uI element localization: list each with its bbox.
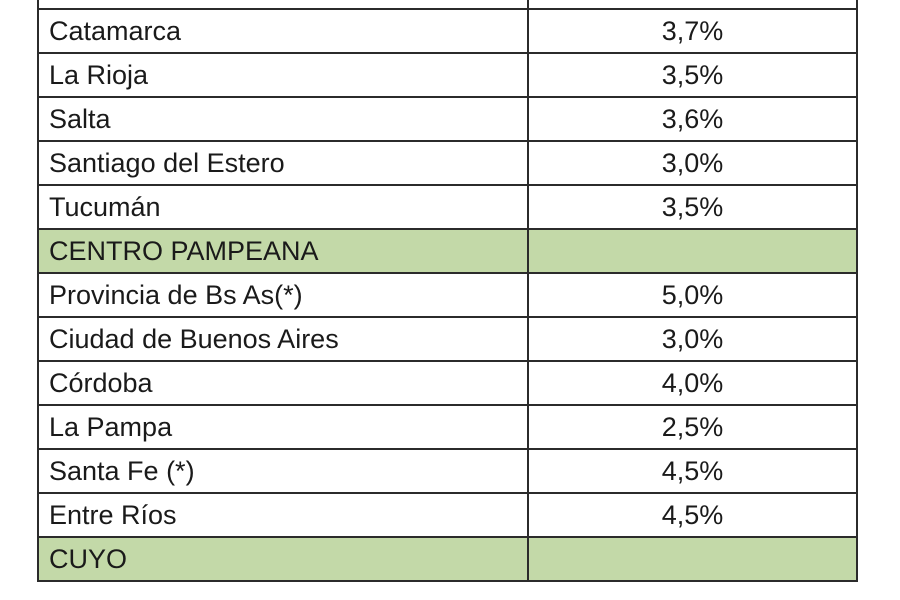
table-row: Entre Ríos 4,5% (37, 492, 858, 538)
rate-cell: 3,0% (527, 140, 858, 186)
table-row: La Rioja 3,5% (37, 52, 858, 98)
province-name-cell: Salta (37, 96, 529, 142)
rate-cell: 5,0% (527, 272, 858, 318)
table-row: Córdoba 4,0% (37, 360, 858, 406)
province-name-cell: Tucumán (37, 184, 529, 230)
province-name-cell: Santa Fe (*) (37, 448, 529, 494)
province-name-cell: Entre Ríos (37, 492, 529, 538)
province-name-cell: La Rioja (37, 52, 529, 98)
table-row: Tucumán 3,5% (37, 184, 858, 230)
rates-table: Catamarca 3,7% La Rioja 3,5% Salta 3,6% … (37, 0, 858, 582)
table-row: La Pampa 2,5% (37, 404, 858, 450)
rate-cell: 2,5% (527, 404, 858, 450)
region-header-row: CENTRO PAMPEANA (37, 228, 858, 274)
rate-cell: 4,5% (527, 448, 858, 494)
row-name-cell (37, 0, 529, 10)
rate-cell: 4,0% (527, 360, 858, 406)
province-name-cell: Ciudad de Buenos Aires (37, 316, 529, 362)
region-header-row: CUYO (37, 536, 858, 582)
table-row: Salta 3,6% (37, 96, 858, 142)
region-name-cell: CENTRO PAMPEANA (37, 228, 529, 274)
table-row: Catamarca 3,7% (37, 8, 858, 54)
rate-cell: 3,5% (527, 184, 858, 230)
row-rate-cell (527, 0, 858, 10)
province-name-cell: Santiago del Estero (37, 140, 529, 186)
province-name-cell: Córdoba (37, 360, 529, 406)
table-row: Ciudad de Buenos Aires 3,0% (37, 316, 858, 362)
table-row: Santiago del Estero 3,0% (37, 140, 858, 186)
rate-cell: 3,7% (527, 8, 858, 54)
region-rate-cell (527, 228, 858, 274)
table-row: Santa Fe (*) 4,5% (37, 448, 858, 494)
region-name-cell: CUYO (37, 536, 529, 582)
province-name-cell: Catamarca (37, 8, 529, 54)
rate-cell: 4,5% (527, 492, 858, 538)
table-row: Provincia de Bs As(*) 5,0% (37, 272, 858, 318)
region-rate-cell (527, 536, 858, 582)
rate-cell: 3,0% (527, 316, 858, 362)
province-name-cell: Provincia de Bs As(*) (37, 272, 529, 318)
rate-cell: 3,5% (527, 52, 858, 98)
table-row-partial (37, 0, 858, 10)
rate-cell: 3,6% (527, 96, 858, 142)
province-name-cell: La Pampa (37, 404, 529, 450)
